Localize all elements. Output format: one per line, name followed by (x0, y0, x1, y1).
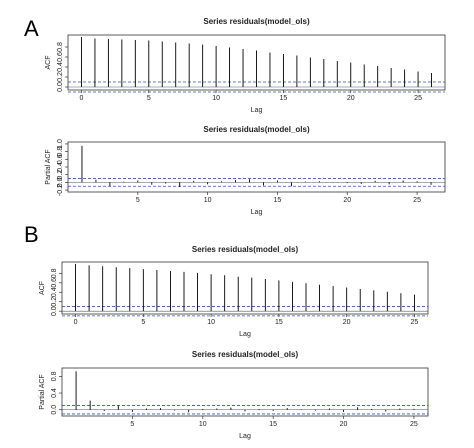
panel-label: A (24, 16, 39, 41)
chart-title: Series residuals(model_ols) (203, 125, 310, 134)
x-tick-label: 15 (269, 421, 277, 428)
x-tick-label: 20 (343, 319, 351, 326)
x-tick-label: 25 (411, 319, 419, 326)
y-tick-label: 0.8 (57, 147, 64, 157)
x-tick-label: 15 (274, 197, 282, 204)
y-tick-label: 0.6 (57, 52, 64, 62)
y-tick-label: 0.4 (51, 287, 58, 297)
y-tick-label: 0.6 (51, 278, 58, 288)
y-axis-label: Partial ACF (39, 374, 46, 409)
chart-title: Series residuals(model_ols) (192, 245, 299, 254)
x-tick-label: 10 (199, 421, 207, 428)
plot-frame (61, 367, 429, 417)
x-tick-label: 25 (414, 95, 422, 102)
x-tick-label: 15 (275, 319, 283, 326)
plot-frame (67, 34, 446, 91)
chart-title: Series residuals(model_ols) (192, 350, 299, 359)
y-tick-label: 0.8 (51, 268, 58, 278)
y-axis-label: Partial ACF (45, 149, 52, 184)
y-tick-label: 1.0 (57, 139, 64, 149)
x-axis-label: Lag (239, 331, 251, 338)
y-tick-label: 0.8 (57, 42, 64, 52)
x-tick-label: 5 (141, 319, 145, 326)
panel-label: B (24, 222, 39, 247)
x-axis-label: Lag (251, 209, 263, 216)
plot-frame (67, 141, 446, 193)
x-tick-label: 0 (80, 95, 84, 102)
x-tick-label: 15 (280, 95, 288, 102)
x-tick-label: 20 (343, 197, 351, 204)
x-tick-label: 20 (340, 421, 348, 428)
plot-frame (61, 261, 429, 315)
y-tick-label: 0.0 (51, 405, 58, 415)
y-axis-label: ACF (45, 56, 52, 70)
y-axis-label: ACF (39, 281, 46, 295)
y-tick-label: 0.0 (57, 177, 64, 187)
y-tick-label: 0.0 (51, 306, 58, 316)
x-axis-label: Lag (239, 433, 251, 440)
x-tick-label: 5 (147, 95, 151, 102)
y-tick-label: 0.4 (57, 162, 64, 172)
x-axis-label: Lag (251, 107, 263, 114)
chart-title: Series residuals(model_ols) (203, 17, 310, 26)
x-tick-label: 20 (347, 95, 355, 102)
x-tick-label: 5 (136, 197, 140, 204)
y-tick-label: 0.2 (51, 297, 58, 307)
y-tick-label: 0.4 (57, 62, 64, 72)
x-tick-label: 25 (413, 197, 421, 204)
y-tick-label: 0.6 (57, 154, 64, 164)
y-tick-label: 0.4 (51, 388, 58, 398)
x-tick-label: 0 (74, 319, 78, 326)
x-tick-label: 25 (410, 421, 418, 428)
y-tick-label: 0.2 (57, 72, 64, 82)
x-tick-label: 10 (207, 319, 215, 326)
x-tick-label: 5 (130, 421, 134, 428)
y-tick-label: 0.2 (57, 170, 64, 180)
y-tick-label: 0.8 (51, 371, 58, 381)
x-tick-label: 10 (212, 95, 220, 102)
y-tick-label: 0.0 (57, 82, 64, 92)
x-tick-label: 10 (204, 197, 212, 204)
y-tick-label: -0.2 (57, 184, 64, 196)
